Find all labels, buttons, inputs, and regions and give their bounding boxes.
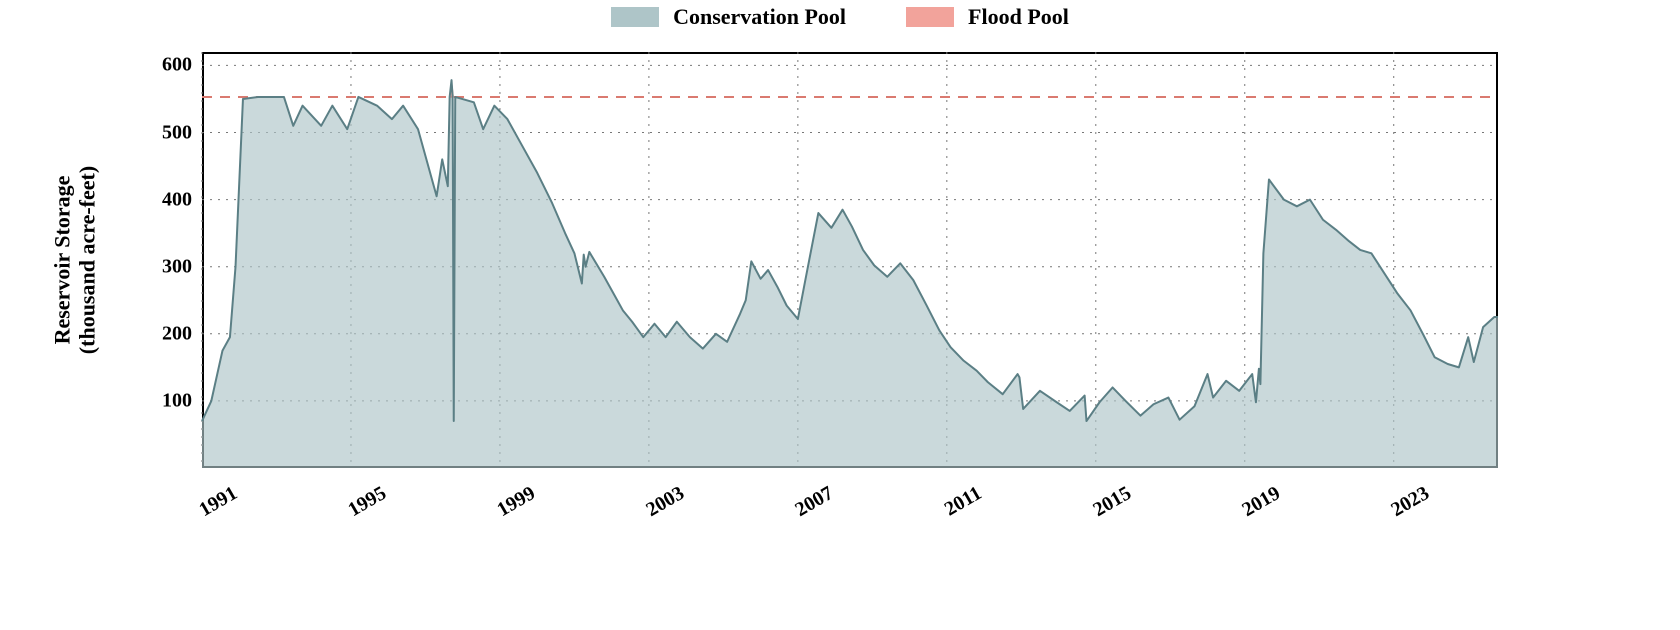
x-tick-label: 2007 — [791, 482, 837, 522]
x-tick-label: 2023 — [1387, 482, 1433, 522]
y-tick-label: 400 — [144, 188, 192, 211]
legend-item-conservation: Conservation Pool — [611, 4, 846, 30]
x-tick-label: 2003 — [642, 482, 688, 522]
y-tick-label: 600 — [144, 54, 192, 77]
x-tick-label: 2019 — [1238, 482, 1284, 522]
legend-label-flood: Flood Pool — [968, 4, 1069, 30]
y-tick-label: 100 — [144, 389, 192, 412]
y-tick-label: 500 — [144, 121, 192, 144]
x-tick-label: 1995 — [344, 482, 390, 522]
plot-svg — [202, 52, 1498, 468]
x-tick-label: 2015 — [1089, 482, 1135, 522]
x-tick-label: 2011 — [941, 482, 986, 521]
legend-swatch-conservation — [611, 7, 659, 27]
x-tick-label: 1991 — [195, 482, 241, 522]
x-tick-label: 1999 — [493, 482, 539, 522]
legend-label-conservation: Conservation Pool — [673, 4, 846, 30]
y-tick-label: 300 — [144, 255, 192, 278]
y-tick-label: 200 — [144, 322, 192, 345]
legend-item-flood: Flood Pool — [906, 4, 1069, 30]
legend: Conservation Pool Flood Pool — [0, 4, 1680, 30]
y-axis-title: Reservoir Storage (thousand acre-feet) — [50, 166, 101, 354]
legend-swatch-flood — [906, 7, 954, 27]
conservation-area — [202, 97, 1498, 468]
figure-canvas: { "figure": { "width_px": 1680, "height_… — [0, 0, 1680, 630]
